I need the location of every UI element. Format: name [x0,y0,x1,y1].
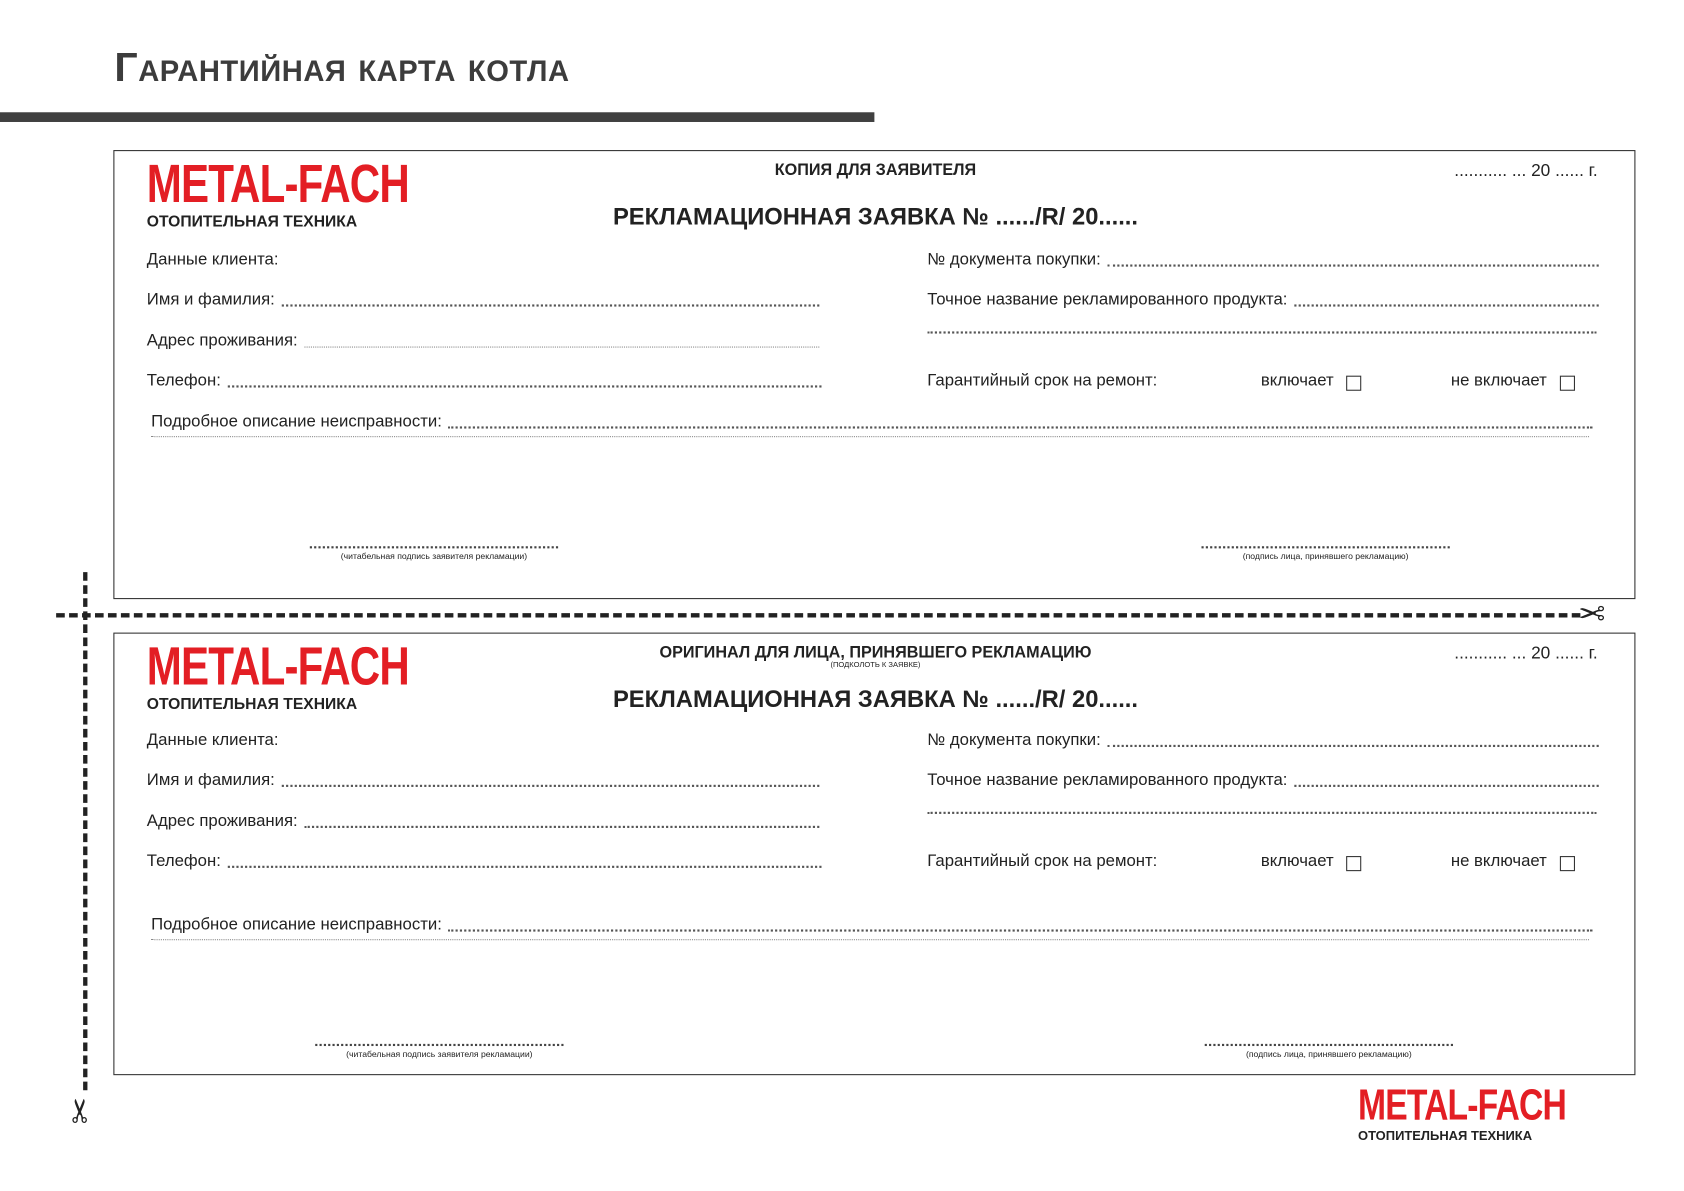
fill-line[interactable] [1107,744,1599,748]
product-name-field[interactable]: Точное название рекламированного продукт… [927,770,1599,790]
logo-subtitle: ОТОПИТЕЛЬНАЯ ТЕХНИКА [1358,1128,1533,1144]
warranty-label: Гарантийный срок на ремонт: [927,852,1157,871]
fill-line[interactable] [448,426,1593,429]
date-field[interactable]: ........... ... 20 ...... г. [1454,161,1598,181]
product-name-line2[interactable] [927,331,1597,336]
label: Телефон: [146,371,221,390]
includes-checkbox[interactable]: включает [1260,851,1362,872]
purchase-doc-field[interactable]: № документа покупки: [927,250,1599,269]
label: не включает [1450,851,1547,871]
product-name-line2[interactable] [927,811,1597,817]
signature-caption: (подпись лица, принявшего рекламацию) [1242,551,1409,562]
label: Гарантийный срок на ремонт: [927,851,1158,871]
checkbox[interactable] [1559,856,1575,872]
form-header: КОПИЯ ДЛЯ ЗАЯВИТЕЛЯ [774,160,977,180]
receiver-signature[interactable]: (подпись лица, принявшего рекламацию) [1201,546,1450,562]
claim-title: РЕКЛАМАЦИОННАЯ ЗАЯВКА № ....../R/ 20....… [612,685,1138,713]
fill-line[interactable] [304,346,820,348]
fill-line[interactable] [1293,784,1599,787]
warranty-label: Гарантийный срок на ремонт: [927,371,1157,390]
label: включает [1260,851,1334,871]
signature-line[interactable] [1204,1043,1454,1047]
claim-form-copy: METAL-FACH ОТОПИТЕЛЬНАЯ ТЕХНИКА КОПИЯ ДЛ… [113,150,1636,600]
logo: METAL-FACH ОТОПИТЕЛЬНАЯ ТЕХНИКА [146,639,410,714]
not-includes-checkbox[interactable]: не включает [1450,371,1575,391]
label: Данные клиента: [146,730,279,750]
label: Адрес проживания: [146,331,298,350]
label: Имя и фамилия: [146,290,275,309]
applicant-signature[interactable]: (читабельная подпись заявителя рекламаци… [309,546,559,562]
product-name-field[interactable]: Точное название рекламированного продукт… [927,290,1599,309]
label: Точное название рекламированного продукт… [927,290,1288,309]
signature-caption: (подпись лица, принявшего рекламацию) [1245,1049,1412,1059]
label: № документа покупки: [927,250,1101,269]
label: № документа покупки: [927,730,1101,750]
description-field[interactable]: Подробное описание неисправности: [151,915,1593,934]
checkbox[interactable] [1559,375,1575,391]
form-header-note: (ПОДКОЛОТЬ К ЗАЯВКЕ) [830,661,921,670]
phone-field[interactable]: Телефон: [147,852,822,871]
label: Точное название рекламированного продукт… [927,770,1288,790]
fill-line[interactable] [281,784,820,787]
fill-line[interactable] [227,865,822,868]
label: включает [1260,371,1334,390]
fill-line[interactable] [448,929,1593,932]
label: Данные клиента: [146,250,279,269]
signature-line[interactable] [1201,546,1450,549]
fill-line[interactable] [1293,304,1599,307]
fill-line[interactable] [227,385,822,388]
label: не включает [1450,371,1547,390]
description-field[interactable]: Подробное описание неисправности: [151,412,1593,431]
includes-checkbox[interactable]: включает [1260,371,1362,391]
claim-title: РЕКЛАМАЦИОННАЯ ЗАЯВКА № ....../R/ 20....… [612,202,1138,230]
signature-line[interactable] [315,1043,564,1047]
cut-line-horizontal [56,613,1581,618]
checkbox[interactable] [1346,375,1362,391]
address-field[interactable]: Адрес проживания: [147,331,820,350]
label: Гарантийный срок на ремонт: [927,371,1158,390]
claim-form-original: METAL-FACH ОТОПИТЕЛЬНАЯ ТЕХНИКА ОРИГИНАЛ… [113,632,1636,1076]
logo-subtitle: ОТОПИТЕЛЬНАЯ ТЕХНИКА [146,213,358,232]
applicant-signature[interactable]: (читабельная подпись заявителя рекламаци… [315,1043,564,1059]
signature-caption: (читабельная подпись заявителя рекламаци… [346,1049,533,1059]
page-title: Гарантийная карта котла [114,45,570,91]
signature-line[interactable] [309,546,559,549]
purchase-doc-field[interactable]: № документа покупки: [927,730,1599,750]
not-includes-checkbox[interactable]: не включает [1450,851,1575,872]
description-line2[interactable] [151,436,1590,440]
fill-line[interactable] [304,825,820,828]
client-data-label: Данные клиента: [147,250,279,269]
name-field[interactable]: Имя и фамилия: [147,290,820,309]
label: Подробное описание неисправности: [151,915,442,934]
scissors-icon: ✂ [1578,596,1606,633]
scissors-icon: ✂ [63,1097,99,1125]
fill-line[interactable] [151,436,1590,438]
fill-line[interactable] [1107,264,1599,267]
fill-line[interactable] [151,939,1590,941]
title-bar [0,112,875,122]
date-field[interactable]: ........... ... 20 ...... г. [1454,644,1598,663]
footer-logo: METAL-FACH ОТОПИТЕЛЬНАЯ ТЕХНИКА [1358,1081,1567,1144]
signature-caption: (читабельная подпись заявителя рекламаци… [340,551,528,562]
address-field[interactable]: Адрес проживания: [147,812,820,831]
fill-line[interactable] [281,304,820,307]
cut-line-vertical [83,572,88,1091]
label: Адрес проживания: [146,811,298,831]
form-header: ОРИГИНАЛ ДЛЯ ЛИЦА, ПРИНЯВШЕГО РЕКЛАМАЦИЮ [659,643,1092,662]
fill-line[interactable] [927,331,1597,334]
logo-subtitle: ОТОПИТЕЛЬНАЯ ТЕХНИКА [146,696,358,714]
label: Имя и фамилия: [146,770,275,790]
description-line2[interactable] [151,939,1590,943]
receiver-signature[interactable]: (подпись лица, принявшего рекламацию) [1204,1043,1454,1059]
logo: METAL-FACH ОТОПИТЕЛЬНАЯ ТЕХНИКА [146,157,410,232]
logo-mark: METAL-FACH [1358,1081,1567,1130]
label: Телефон: [146,851,221,871]
phone-field[interactable]: Телефон: [147,371,822,390]
label: Подробное описание неисправности: [151,412,442,431]
fill-line[interactable] [927,811,1597,814]
name-field[interactable]: Имя и фамилия: [147,771,820,790]
checkbox[interactable] [1346,856,1362,872]
client-data-label: Данные клиента: [147,731,279,750]
